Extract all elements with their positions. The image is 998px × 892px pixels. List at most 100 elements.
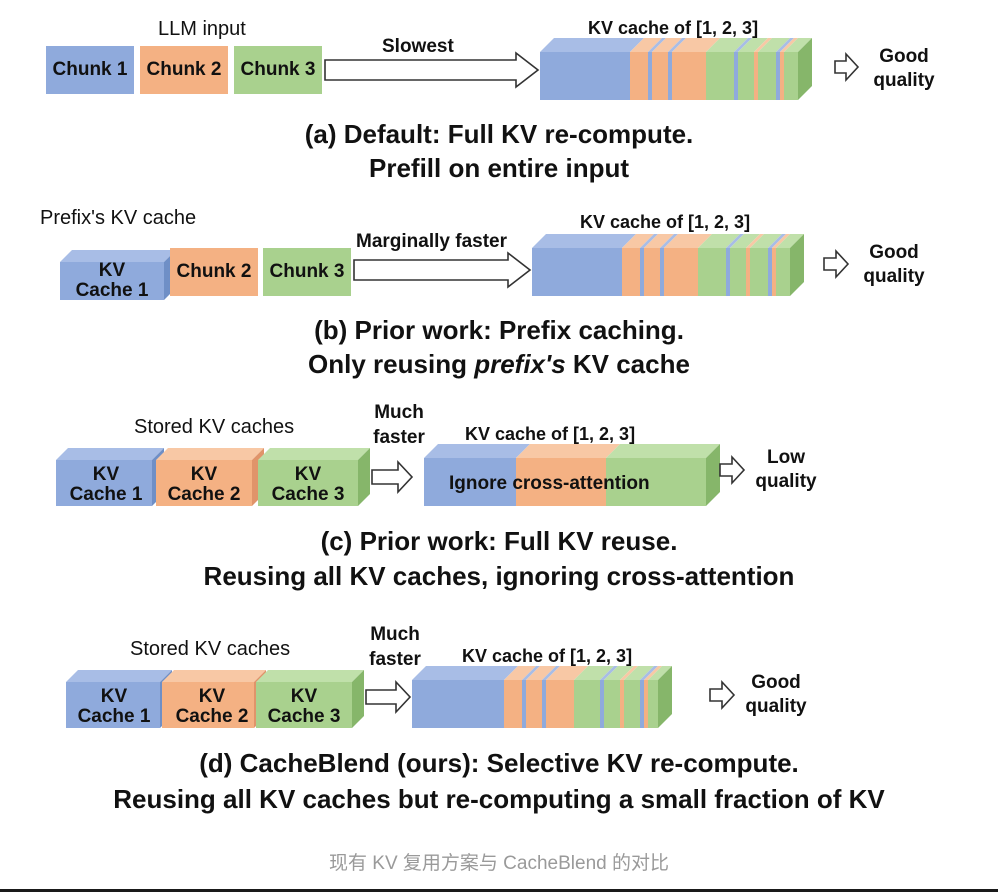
caption-b-em: prefix's [474, 349, 566, 379]
kv-cache-b-seg [640, 248, 644, 296]
much-word-c: Much [374, 402, 424, 423]
kv-cache-c-seg [606, 458, 706, 506]
quality-label-b: Good quality [852, 243, 936, 287]
kv-cache-b-seg [532, 248, 622, 296]
caption-b-line1: (b) Prior work: Prefix caching. [314, 315, 684, 345]
kv-cache-a-seg [734, 52, 738, 100]
cache-1-word-b: Cache 1 [75, 280, 149, 301]
caption-b-pre: Only reusing [308, 349, 475, 379]
kv-cache-d-seg [644, 680, 648, 728]
kv-cache-d-top-seg [640, 666, 658, 680]
kv-cache-d-seg [648, 680, 658, 728]
kv-cache-a-top-seg [754, 38, 772, 52]
kv-cache-a-top-seg [734, 38, 752, 52]
kv-word-c2: KV [190, 464, 218, 485]
kv-cache-d-seg [574, 680, 600, 728]
kv-cache-a-top-seg [780, 38, 798, 52]
kv-cache-2-box-d: KV Cache 2 [164, 687, 260, 727]
kv-cache-3-box-c: KV Cache 3 [258, 465, 358, 505]
kv-cache-3-c-front [258, 460, 358, 506]
quality-arrow-b [823, 248, 850, 280]
kv-cache-label-a: KV cache of [1, 2, 3] [588, 18, 759, 38]
kv-word-d2: KV [198, 686, 226, 707]
kv-cache-d-seg [522, 680, 526, 728]
kv-cache-b-top-seg [532, 234, 636, 248]
caption-d-line1: (d) CacheBlend (ours): Selective KV re-c… [199, 748, 799, 778]
chunk-3-b: Chunk 3 [263, 248, 351, 296]
kv-cache-d-top-seg [522, 666, 540, 680]
kv-cache-1-box-d: KV Cache 1 [66, 687, 162, 727]
arrow-much-faster-c [371, 459, 414, 495]
kv-cache-b-top-seg [640, 234, 658, 248]
kv-cache-b-seg [698, 248, 726, 296]
quality-word-b: Good [869, 242, 919, 263]
kv-cache-a-seg [672, 52, 706, 100]
kv-cache-1-b-top [60, 250, 176, 262]
quality-word2-c: quality [755, 471, 817, 492]
cache-word-d1: Cache 1 [77, 706, 151, 727]
kv-cache-3-box-d: KV Cache 3 [256, 687, 352, 727]
kv-word-b: KV [98, 260, 126, 281]
kv-cache-a-top-seg [652, 38, 682, 52]
kv-cache-b-top-seg [730, 234, 760, 248]
kv-cache-a-seg [780, 52, 784, 100]
caption-d-line2: Reusing all KV caches but re-computing a… [113, 784, 885, 814]
cache-word-c1: Cache 1 [69, 484, 143, 505]
kv-cache-a-seg [738, 52, 754, 100]
kv-cache-b-seg [660, 248, 664, 296]
arrow-label-much-faster-d: Much faster [362, 625, 428, 670]
kv-cache-b-top-seg [664, 234, 712, 248]
kv-cache-d-seg [604, 680, 620, 728]
much-word-d: Much [370, 624, 420, 645]
kv-cache-b-top-seg [660, 234, 678, 248]
kv-cache-d-top-seg [574, 666, 614, 680]
quality-word-d: Good [751, 672, 801, 693]
quality-word-a: Good [879, 46, 929, 67]
kv-cache-a-seg [776, 52, 780, 100]
kv-cache-b-seg [664, 248, 698, 296]
kv-cache-label-d: KV cache of [1, 2, 3] [462, 646, 633, 666]
kv-cache-d-top-seg [412, 666, 518, 680]
kv-word-d3: KV [290, 686, 318, 707]
kv-cache-3-d-side [352, 670, 364, 728]
quality-label-c: Low quality [748, 448, 824, 492]
kv-cache-a-seg [784, 52, 798, 100]
cache-word-d2: Cache 2 [175, 706, 249, 727]
kv-cache-b-top-seg [746, 234, 764, 248]
kv-cache-b-seg [746, 248, 750, 296]
kv-cache-d-seg [624, 680, 640, 728]
kv-cache-a-seg [706, 52, 734, 100]
quality-word2-d: quality [745, 696, 807, 717]
kv-cache-d-seg [600, 680, 604, 728]
kv-cache-a-top-seg [776, 38, 794, 52]
chunk-1: Chunk 1 [46, 46, 134, 94]
caption-a-line1: (a) Default: Full KV re-compute. [304, 119, 694, 149]
quality-arrow-a [834, 51, 860, 83]
kv-cache-b-seg [772, 248, 776, 296]
kv-cache-1-c-front [56, 460, 152, 506]
faster-word-c: faster [373, 427, 425, 448]
kv-cache-b-top-seg [750, 234, 782, 248]
kv-cache-d-seg [504, 680, 522, 728]
caption-c-line2: Reusing all KV caches, ignoring cross-at… [203, 561, 795, 591]
kv-cache-a-seg [652, 52, 668, 100]
kv-cache-1-d-front [66, 682, 160, 728]
kv-cache-d-top-seg [504, 666, 536, 680]
kv-cache-d-top-seg [644, 666, 662, 680]
kv-cache-d-seg [620, 680, 624, 728]
kv-cache-c-seg [424, 458, 516, 506]
arrow-much-faster-d [365, 679, 412, 715]
cache-word-c3: Cache 3 [271, 484, 345, 505]
caption-a-line2: Prefill on entire input [368, 153, 629, 183]
kv-cache-a-top-seg [784, 38, 812, 52]
kv-cache-d-seg [526, 680, 542, 728]
kv-cache-b-top-seg [768, 234, 786, 248]
kv-cache-d-top-seg [542, 666, 560, 680]
chunk-3: Chunk 3 [234, 46, 322, 94]
kv-word-d1: KV [100, 686, 128, 707]
kv-cache-b-seg [750, 248, 768, 296]
kv-cache-a-top-seg [630, 38, 662, 52]
chunk-2-b: Chunk 2 [170, 248, 258, 296]
kv-cache-d-top-seg [600, 666, 618, 680]
